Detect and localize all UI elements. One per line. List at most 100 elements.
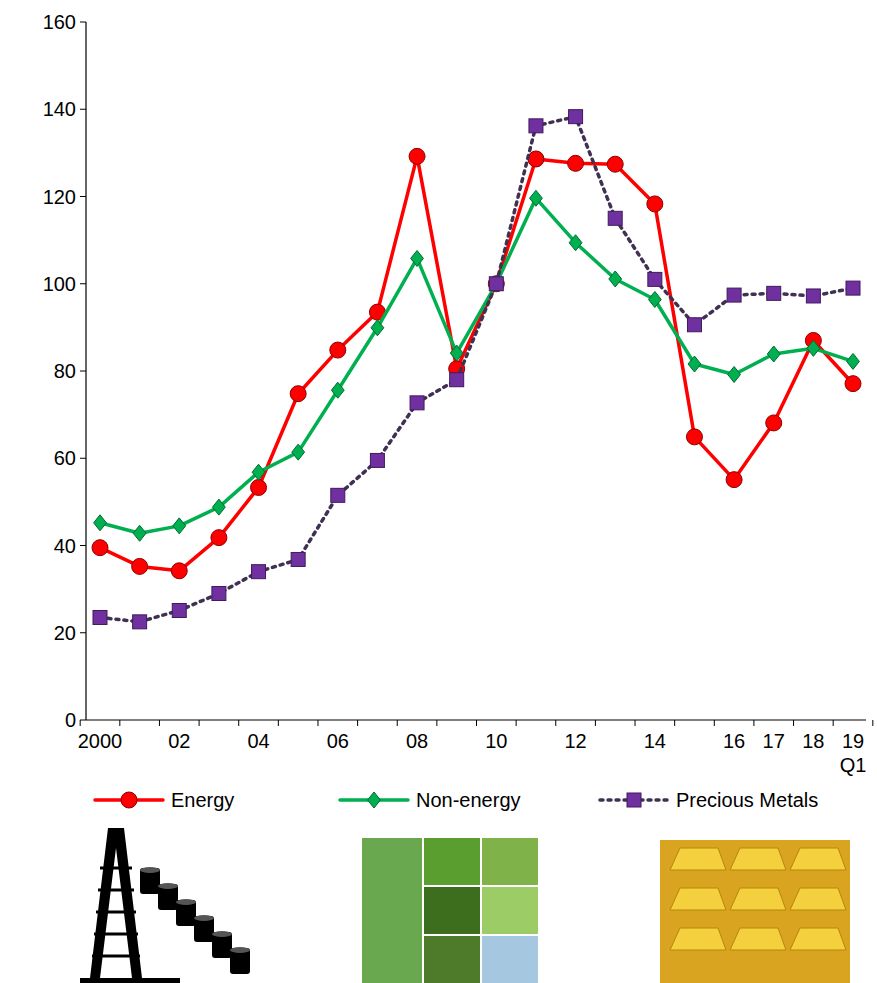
x-tick	[119, 720, 120, 726]
series-line	[100, 156, 853, 570]
icon-collage-tile	[482, 838, 538, 885]
series-marker	[450, 345, 463, 361]
series-marker	[133, 615, 147, 629]
series-marker	[686, 429, 702, 445]
icon-gold-bar	[730, 928, 786, 950]
x-tick-label: 04	[247, 730, 269, 752]
x-tick	[199, 720, 200, 726]
series-marker	[133, 525, 146, 541]
icon-collage-tile	[424, 936, 480, 983]
series-line	[100, 198, 853, 533]
series-marker	[92, 540, 108, 556]
x-tick-label: 19Q1	[840, 730, 867, 776]
y-tick-label: 140	[43, 98, 76, 120]
icon-barrel-top	[212, 931, 232, 937]
series-marker	[211, 530, 227, 546]
series-marker	[648, 272, 662, 286]
x-tick-label-line: Q1	[840, 754, 867, 776]
icon-barrel	[176, 900, 196, 926]
series-marker	[251, 479, 267, 495]
x-tick-label-line: 06	[327, 730, 349, 752]
series-marker	[648, 291, 661, 307]
x-tick-label-line: 12	[564, 730, 586, 752]
icon-barrel	[140, 868, 160, 894]
x-tick-end	[872, 720, 873, 726]
series-marker	[728, 366, 741, 382]
x-tick	[397, 720, 398, 726]
y-tick-label: 100	[43, 273, 76, 295]
x-tick	[80, 720, 81, 726]
x-tick-label-line: 17	[763, 730, 785, 752]
icons	[80, 828, 850, 983]
series-marker	[212, 499, 225, 515]
x-tick	[317, 720, 318, 726]
chart: 0204060801001201401602000020406081012141…	[0, 0, 877, 983]
x-tick	[436, 720, 437, 726]
x-tick	[357, 720, 358, 726]
icon-gold-bar	[670, 848, 726, 870]
x-tick	[159, 720, 160, 726]
x-tick-label-line: 02	[168, 730, 190, 752]
series-marker	[370, 453, 384, 467]
x-tick-label: 16	[723, 730, 745, 752]
y-tick-label: 80	[54, 360, 76, 382]
series-marker	[171, 563, 187, 579]
x-tick-label-line: 18	[802, 730, 824, 752]
icon-barrel	[158, 884, 178, 910]
icon-derrick-bar	[94, 933, 138, 936]
y-tick	[80, 283, 86, 284]
legend-marker	[121, 792, 137, 808]
x-tick	[714, 720, 715, 726]
x-tick-label: 10	[485, 730, 507, 752]
x-tick	[238, 720, 239, 726]
y-tick-label: 60	[54, 447, 76, 469]
x-tick	[635, 720, 636, 726]
series-marker	[409, 148, 425, 164]
plot-area	[92, 110, 861, 629]
icon-derrick-bar	[100, 867, 132, 870]
icon-collage-tile	[482, 887, 538, 934]
series-marker	[687, 318, 701, 332]
icon-gold-bar	[790, 928, 846, 950]
x-tick-label: 08	[406, 730, 428, 752]
icon-barrel-top	[158, 883, 178, 889]
icon-barrel	[230, 948, 250, 974]
series-marker	[371, 320, 384, 336]
series-marker	[291, 552, 305, 566]
x-tick	[833, 720, 834, 726]
y-tick	[80, 458, 86, 459]
series-marker	[767, 346, 780, 362]
x-tick-label-line: 16	[723, 730, 745, 752]
x-tick-label-line: 08	[406, 730, 428, 752]
x-tick-label: 17	[763, 730, 785, 752]
series-marker	[173, 518, 186, 534]
series-marker	[530, 190, 543, 206]
x-tick	[753, 720, 754, 726]
x-tick-label-line: 04	[247, 730, 269, 752]
series-marker	[489, 277, 503, 291]
y-tick	[80, 109, 86, 110]
series-marker	[609, 271, 622, 287]
series-marker	[847, 353, 860, 369]
icon-barrel	[194, 916, 214, 942]
series-marker	[528, 151, 544, 167]
x-tick	[516, 720, 517, 726]
y-tick-label: 120	[43, 186, 76, 208]
icon-gold-bar	[790, 848, 846, 870]
series-marker	[807, 340, 820, 356]
series-marker	[490, 276, 503, 292]
icon-gold-bar	[730, 888, 786, 910]
y-tick	[80, 371, 86, 372]
series-marker	[806, 289, 820, 303]
y-tick	[80, 632, 86, 633]
icon-gold-bg	[660, 840, 850, 983]
series-marker	[846, 281, 860, 295]
series-marker	[94, 515, 107, 531]
series-marker	[411, 250, 424, 266]
series-marker	[450, 373, 464, 387]
legend-marker	[627, 793, 641, 807]
series-marker	[252, 565, 266, 579]
icon-gold-bar	[670, 888, 726, 910]
series-marker	[330, 342, 346, 358]
series-marker	[132, 558, 148, 574]
